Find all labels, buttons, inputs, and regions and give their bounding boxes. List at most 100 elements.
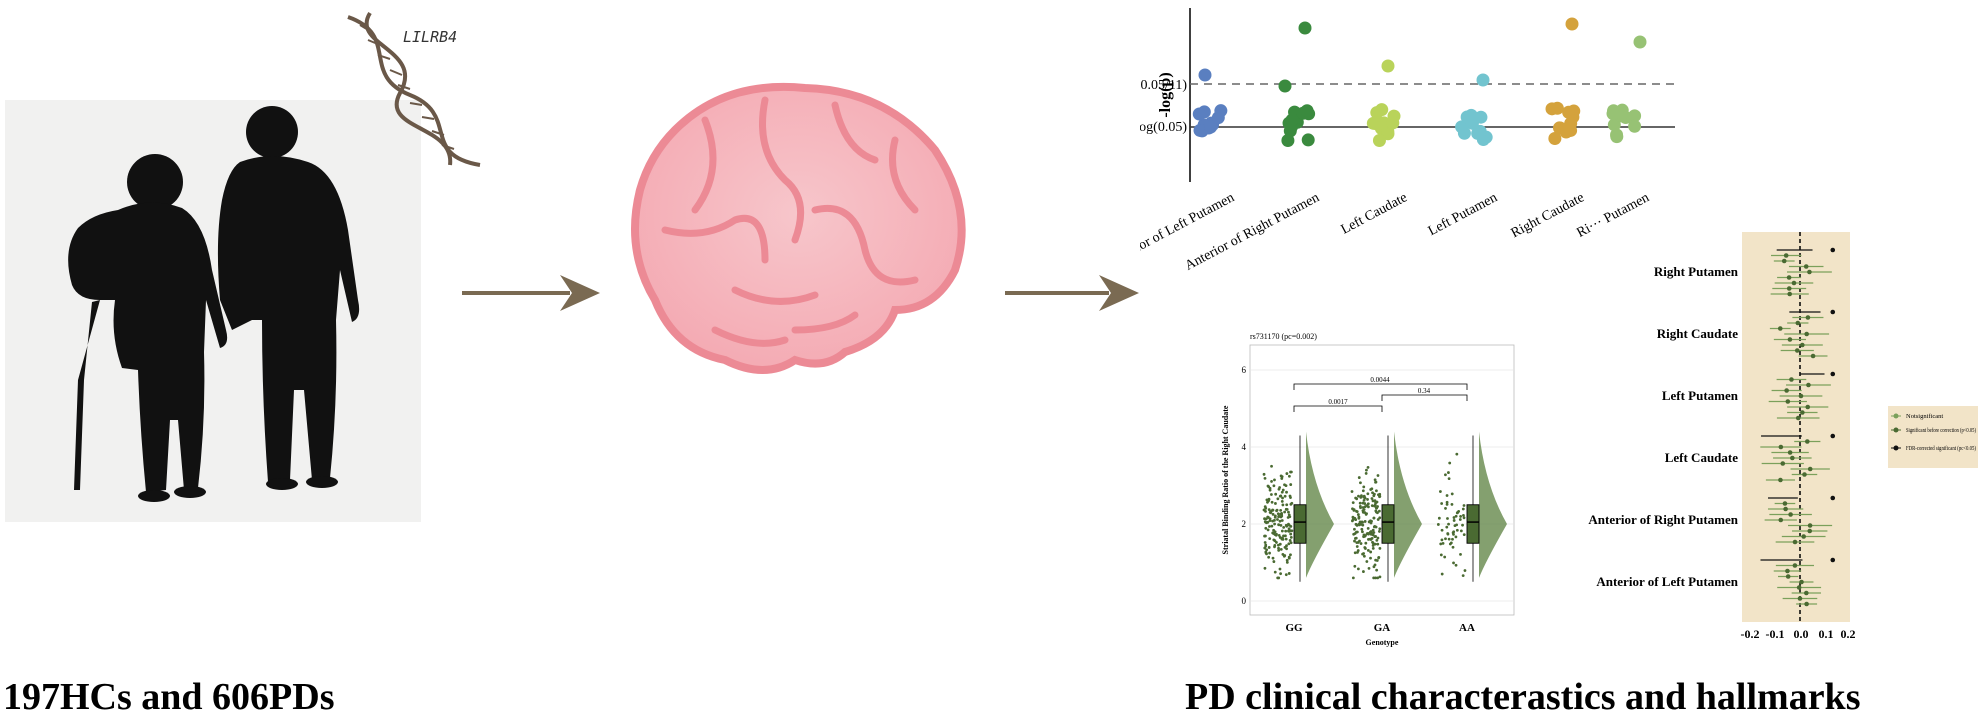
raincloud-point [1289,541,1293,545]
raincloud-point [1267,499,1270,503]
raincloud-point [1350,490,1354,493]
scatter-point [1204,120,1218,134]
raincloud-point [1373,478,1377,482]
raincloud-point [1365,504,1369,507]
bracket-label-gg-ga: 0.0017 [1328,398,1348,406]
raincloud-violin [1479,431,1507,578]
scatter-point [1211,111,1225,125]
raincloud-point [1280,519,1284,522]
forest-estimate [1795,320,1801,326]
raincloud-point [1448,461,1452,465]
raincloud-point [1264,551,1268,555]
raincloud-point [1351,576,1355,580]
raincloud-point [1271,556,1275,560]
forest-estimate [1830,247,1836,253]
raincloud-point [1268,525,1271,528]
raincloud-point [1444,507,1447,510]
raincloud-point [1454,563,1458,567]
raincloud-box [1466,504,1480,544]
raincloud-point [1448,542,1452,546]
scatter-point [1464,108,1478,122]
raincloud-point [1285,508,1289,511]
raincloud-point [1362,508,1366,511]
raincloud-point [1280,499,1284,503]
raincloud-point [1353,516,1357,520]
forest-region-label: Right Putamen [1654,264,1739,279]
forest-estimate [1789,377,1794,382]
forest-estimate [1807,523,1813,528]
forest-estimate [1805,404,1811,410]
raincloud-point [1285,490,1288,494]
raincloud-point [1376,536,1380,540]
raincloud-point [1461,507,1465,511]
forest-estimate [1785,574,1791,579]
raincloud-point [1440,528,1444,532]
raincloud-point [1273,518,1276,522]
raincloud-point [1287,527,1291,531]
forest-estimate [1804,601,1809,607]
scatter-point [1562,105,1576,119]
raincloud-point [1357,494,1360,498]
raincloud-point [1273,545,1276,549]
raincloud-point [1283,554,1287,557]
forest-estimate [1830,433,1836,439]
raincloud-point [1277,523,1281,527]
raincloud-point [1352,508,1356,512]
raincloud-point [1287,474,1291,478]
raincloud-point [1284,573,1288,577]
raincloud-ytick: 2 [1242,519,1247,529]
raincloud-point [1376,474,1380,477]
forest-estimate [1784,388,1789,393]
forest-estimate [1783,506,1788,512]
raincloud-point [1284,529,1288,533]
raincloud-point [1378,509,1381,513]
forest-legend-item: FDR-corrected significant (pc<0.05) [1906,445,1976,452]
raincloud-point [1271,512,1275,516]
raincloud-point [1285,503,1289,507]
forest-estimate [1805,439,1810,444]
raincloud-point [1264,544,1268,548]
raincloud-point [1369,538,1373,541]
raincloud-point [1455,452,1459,456]
raincloud-point [1269,493,1273,496]
raincloud-point [1454,535,1458,539]
forest-estimate [1781,258,1787,264]
raincloud-point [1277,515,1281,519]
scatter-point [1377,116,1391,130]
raincloud-point [1372,492,1376,496]
raincloud-point [1274,492,1278,496]
bracket-label-ga-aa: 0.34 [1418,387,1431,395]
raincloud-point [1281,496,1284,500]
raincloud-point [1276,512,1280,516]
raincloud-point [1361,489,1365,493]
raincloud-point [1289,483,1293,486]
raincloud-point [1439,490,1442,493]
raincloud-ytick: 6 [1242,365,1247,375]
forest-estimate [1830,557,1836,563]
raincloud-point [1276,518,1279,521]
raincloud-point [1273,478,1276,482]
raincloud-point [1359,522,1363,526]
raincloud-point [1264,506,1268,510]
raincloud-point [1280,490,1284,494]
raincloud-point [1360,494,1363,498]
forest-estimate [1785,568,1790,574]
raincloud-point [1272,560,1276,563]
forest-estimate [1798,393,1804,399]
raincloud-violin [1306,431,1334,578]
raincloud-point [1361,552,1364,556]
raincloud-ylabel: Striatal Binding Ratio of the Right Caud… [1221,405,1230,554]
raincloud-point [1283,510,1287,514]
forest-estimate [1788,512,1793,517]
raincloud-point [1288,494,1292,498]
forest-estimate [1787,291,1792,297]
raincloud-point [1355,523,1359,527]
raincloud-point [1459,552,1462,556]
forest-xtick: 0.0 [1794,627,1809,641]
raincloud-point [1451,537,1454,541]
raincloud-point [1372,576,1376,580]
raincloud-point [1446,532,1450,536]
scatter-point [1285,113,1299,127]
raincloud-point [1277,546,1280,550]
raincloud-point [1281,503,1285,507]
